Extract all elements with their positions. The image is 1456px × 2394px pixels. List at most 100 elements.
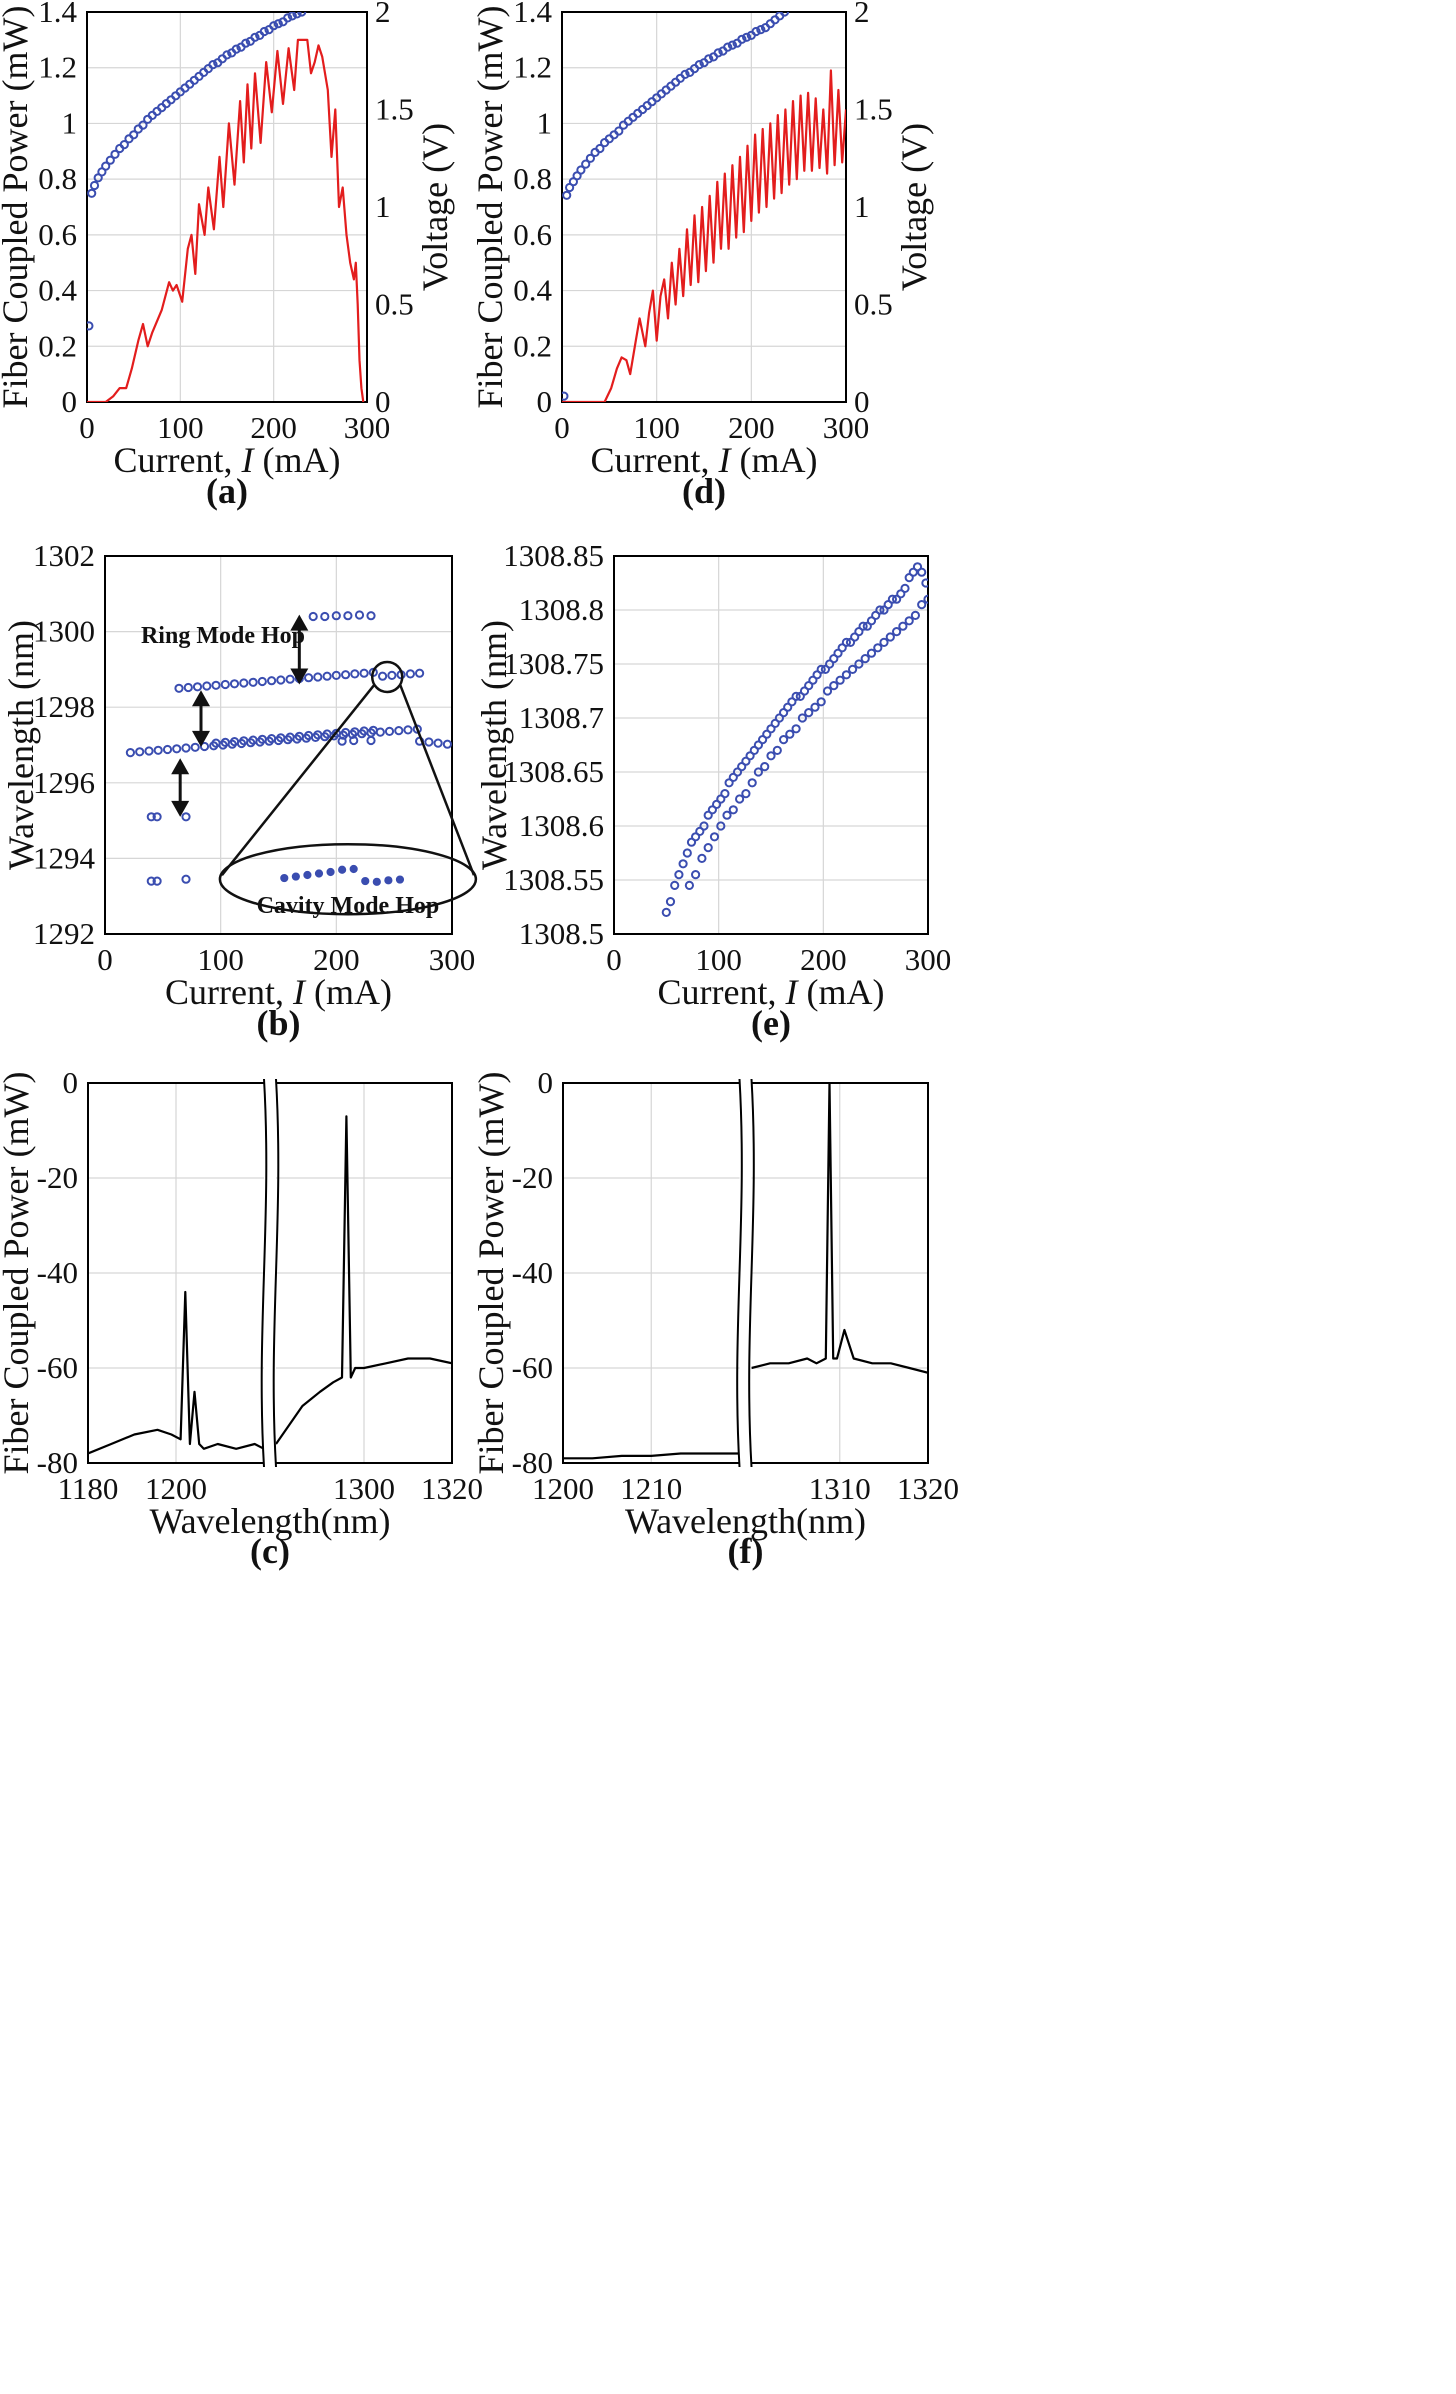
x-tick-label: 300	[823, 410, 870, 445]
data-point	[239, 678, 249, 688]
inset-point	[326, 867, 335, 877]
x-tick-label: 300	[905, 942, 952, 977]
plot-frame	[613, 555, 929, 935]
panel-e: 0 100 200 300 1308.5 1308.55 1308.6 1308.65 1308…	[474, 538, 951, 1043]
plot-frame	[104, 555, 453, 935]
data-point	[89, 180, 100, 191]
y-tick-label: -60	[512, 1350, 553, 1385]
data-point	[125, 748, 135, 758]
data-point	[728, 805, 738, 815]
data-point	[678, 859, 688, 869]
data-point	[337, 736, 347, 746]
data-point	[562, 190, 572, 200]
data-point	[322, 729, 332, 739]
data-point	[716, 821, 726, 831]
y-tick-label: 1308.6	[519, 808, 604, 843]
y-axis-label: Fiber Coupled Power (mW)	[471, 1072, 511, 1475]
data-point	[581, 159, 591, 169]
y-tick-label: 1308.8	[519, 592, 604, 627]
x-tick-label: 200	[313, 942, 360, 977]
data-point	[841, 637, 852, 648]
data-point	[366, 611, 376, 621]
axis-break-line	[272, 1078, 280, 1468]
data-point	[208, 60, 218, 70]
x-tick-label: 200	[800, 942, 847, 977]
x-tick-label: 1210	[620, 1471, 682, 1506]
data-point	[875, 605, 885, 615]
y-tick-label: -20	[37, 1160, 78, 1195]
y-tick-label: -20	[512, 1160, 553, 1195]
x-tick-label: 0	[606, 942, 622, 977]
x-tick-label: 0	[79, 410, 95, 445]
data-point	[791, 724, 801, 734]
data-point	[105, 155, 115, 165]
data-point	[257, 676, 267, 687]
x-tick-label: 200	[250, 410, 297, 445]
data-point	[614, 126, 624, 136]
x-axis-label: Wavelength(nm)	[625, 1501, 866, 1541]
data-point	[387, 670, 397, 681]
x-tick-label: 100	[695, 942, 742, 977]
data-point	[349, 735, 359, 746]
data-point	[860, 654, 870, 664]
y2-tick-label: 0.5	[854, 287, 893, 322]
data-point	[709, 832, 720, 842]
x-tick-label: 100	[633, 410, 680, 445]
y2-tick-label: 1.5	[854, 92, 893, 127]
data-point	[691, 870, 701, 880]
data-point	[697, 853, 707, 864]
panel-label: (e)	[751, 1003, 791, 1043]
data-point	[162, 744, 173, 755]
data-point	[119, 140, 129, 150]
data-point	[873, 643, 883, 653]
data-point	[879, 637, 889, 648]
data-point	[87, 321, 94, 331]
data-point	[231, 44, 241, 54]
data-point	[183, 682, 193, 693]
inset-point	[361, 876, 370, 886]
panel-label: (a)	[206, 471, 248, 511]
data-point	[779, 735, 789, 745]
data-point	[146, 812, 156, 822]
data-point	[211, 738, 221, 748]
data-point	[898, 621, 908, 631]
y-tick-label: 0	[62, 384, 78, 419]
data-point	[304, 730, 314, 741]
y-tick-label: 1308.5	[519, 916, 604, 951]
data-point	[248, 677, 258, 687]
data-point	[269, 21, 279, 31]
data-point	[287, 12, 297, 21]
x-tick-label: 1320	[421, 1471, 483, 1506]
zoom-line	[220, 684, 376, 876]
data-point	[267, 676, 277, 686]
data-point	[250, 32, 260, 42]
y-tick-label: -40	[37, 1255, 78, 1290]
panel-label: (f)	[728, 1531, 764, 1571]
y-tick-label: 1294	[33, 840, 96, 875]
y-tick-label: 0.8	[38, 161, 77, 196]
y-tick-label: 1298	[33, 689, 95, 724]
inset-point	[314, 869, 324, 878]
data-point	[816, 697, 826, 707]
y-tick-label: 0	[537, 384, 553, 419]
data-point	[153, 745, 163, 755]
cavity-mode-hop-label: Cavity Mode Hop	[257, 893, 440, 919]
data-point	[727, 40, 738, 50]
data-point	[220, 737, 230, 748]
y-tick-label: 0.4	[38, 273, 77, 308]
data-point	[403, 725, 413, 735]
x-axis-label: Current, I (mA)	[591, 440, 818, 480]
data-point	[713, 48, 723, 58]
inset-point	[291, 872, 300, 881]
data-point	[829, 681, 839, 691]
y-axis-label: Wavelength (nm)	[474, 620, 514, 870]
data-point	[791, 691, 801, 702]
data-point	[320, 611, 330, 622]
data-point	[858, 621, 868, 631]
data-point	[797, 713, 808, 723]
y-tick-label: 1308.55	[503, 862, 604, 897]
y-tick-label: -60	[37, 1350, 78, 1385]
y-axis-label: Fiber Coupled Power (mW)	[0, 6, 35, 409]
data-point	[917, 567, 927, 577]
y-tick-label: 1.2	[513, 50, 552, 85]
